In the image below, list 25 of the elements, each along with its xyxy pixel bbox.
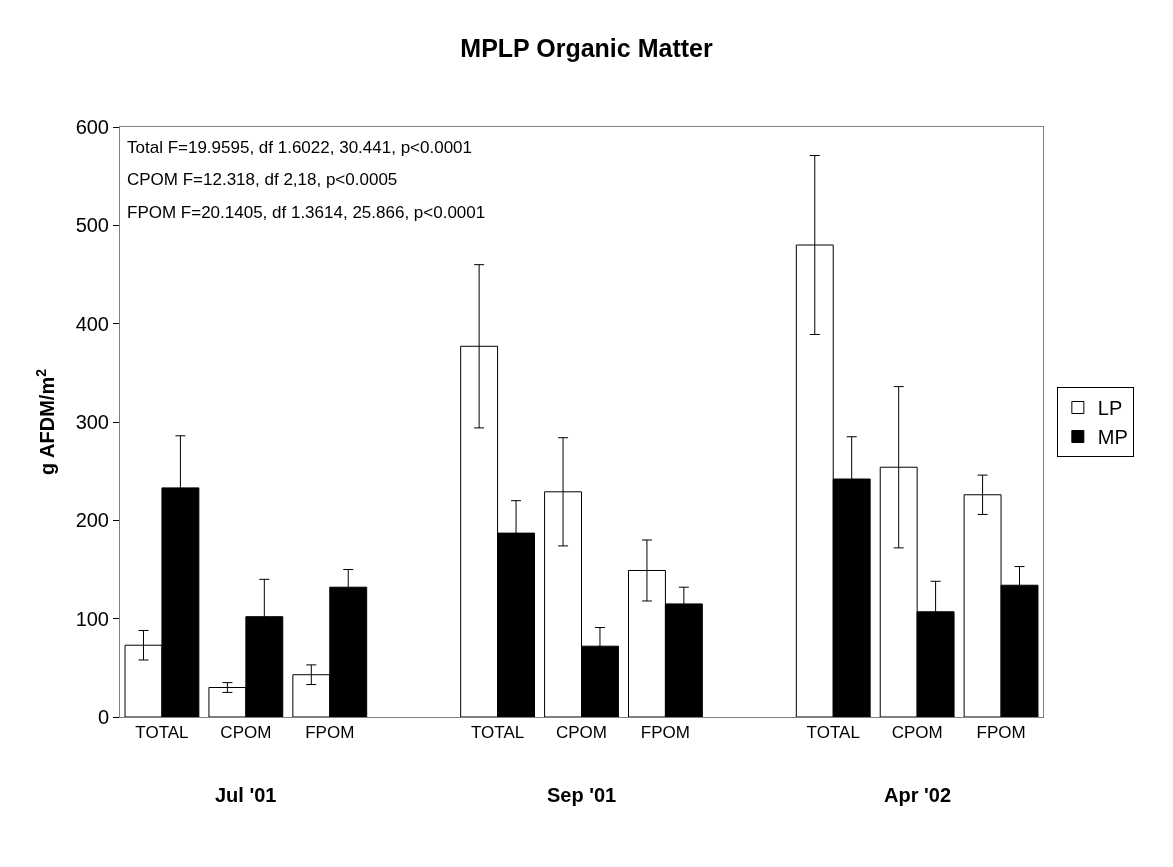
x-tick-label: FPOM [305, 723, 355, 743]
x-tick-label: CPOM [220, 723, 272, 743]
x-tick-label: CPOM [556, 723, 607, 743]
text: Sep '01 [547, 784, 617, 806]
y-tick-label: 500 [75, 214, 109, 237]
annotation: Total F=19.9595, df 1.6022, 30.441, p<0.0001 [127, 138, 473, 157]
x-tick-label: FPOM [640, 723, 690, 743]
legend-label: MP [1097, 426, 1128, 449]
x-tick-label: FPOM [976, 723, 1026, 743]
y-tick-label: 200 [75, 509, 109, 532]
legend-label: LP [1097, 397, 1123, 420]
annotation: FPOM F=20.1405, df 1.3614, 25.866, p<0.0001 [127, 203, 486, 222]
text: Apr '02 [884, 784, 952, 806]
x-tick-label: TOTAL [135, 723, 189, 743]
y-tick-label: 0 [97, 706, 109, 728]
text: Jul '01 [215, 784, 277, 806]
y-tick-label: 100 [75, 607, 109, 630]
chart-title: MPLP Organic Matter [460, 33, 713, 62]
y-tick-label: 300 [75, 411, 109, 433]
x-tick-label: TOTAL [806, 723, 860, 743]
x-tick-label: CPOM [891, 723, 943, 743]
x-tick-label: TOTAL [470, 723, 525, 743]
annotation: CPOM F=12.318, df 2,18, p<0.0005 [127, 170, 398, 189]
y-tick-label: 400 [75, 312, 109, 335]
y-tick-label: 600 [75, 116, 109, 138]
